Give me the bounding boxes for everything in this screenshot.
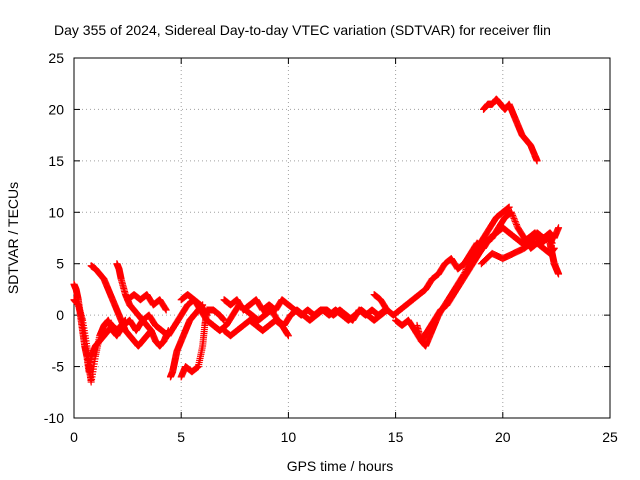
data-point	[462, 265, 470, 273]
y-tick-label: 0	[56, 307, 64, 323]
y-tick-labels: -10 -5 0 5 10 15 20 25	[44, 50, 64, 426]
x-tick-label: 5	[177, 429, 185, 445]
x-tick-label: 25	[602, 429, 618, 445]
plot-frame	[73, 57, 611, 419]
data-point	[465, 258, 473, 266]
y-tick-label: -10	[44, 410, 64, 426]
data-point	[461, 267, 469, 275]
data-marks	[70, 95, 563, 386]
y-tick-label: 25	[48, 50, 64, 66]
data-point	[162, 306, 170, 314]
x-tick-label: 15	[388, 429, 404, 445]
data-point	[505, 203, 513, 211]
chart-title: Day 355 of 2024, Sidereal Day-to-day VTE…	[54, 22, 551, 38]
data-point	[460, 270, 468, 278]
data-point	[511, 216, 519, 224]
data-point	[508, 210, 516, 218]
data-point	[164, 327, 172, 335]
y-tick-label: 20	[48, 101, 64, 117]
data-point	[510, 214, 518, 222]
axis-ticks	[73, 57, 611, 419]
x-tick-label: 0	[70, 429, 78, 445]
y-tick-label: 15	[48, 153, 64, 169]
data-point	[284, 331, 292, 339]
y-tick-label: -5	[52, 359, 65, 375]
y-tick-label: 10	[48, 204, 64, 220]
data-point	[465, 259, 473, 267]
data-point	[461, 268, 469, 276]
x-tick-label: 20	[495, 429, 511, 445]
data-point	[555, 270, 563, 278]
data-point	[511, 218, 519, 226]
data-point	[509, 213, 517, 221]
data-point	[555, 224, 563, 232]
data-point	[512, 219, 520, 227]
data-point	[507, 208, 515, 216]
data-point	[284, 332, 292, 340]
x-tick-label: 10	[281, 429, 297, 445]
data-point	[513, 221, 521, 229]
data-point	[162, 305, 170, 313]
x-axis-label: GPS time / hours	[287, 458, 394, 474]
y-axis-label: SDTVAR / TECUs	[5, 182, 21, 294]
y-tick-label: 5	[56, 256, 64, 272]
x-tick-labels: 0 5 10 15 20 25	[70, 429, 618, 445]
data-point	[464, 261, 472, 269]
data-point	[509, 211, 517, 219]
data-point	[463, 262, 471, 270]
data-point	[533, 157, 541, 165]
data-point	[463, 264, 471, 272]
